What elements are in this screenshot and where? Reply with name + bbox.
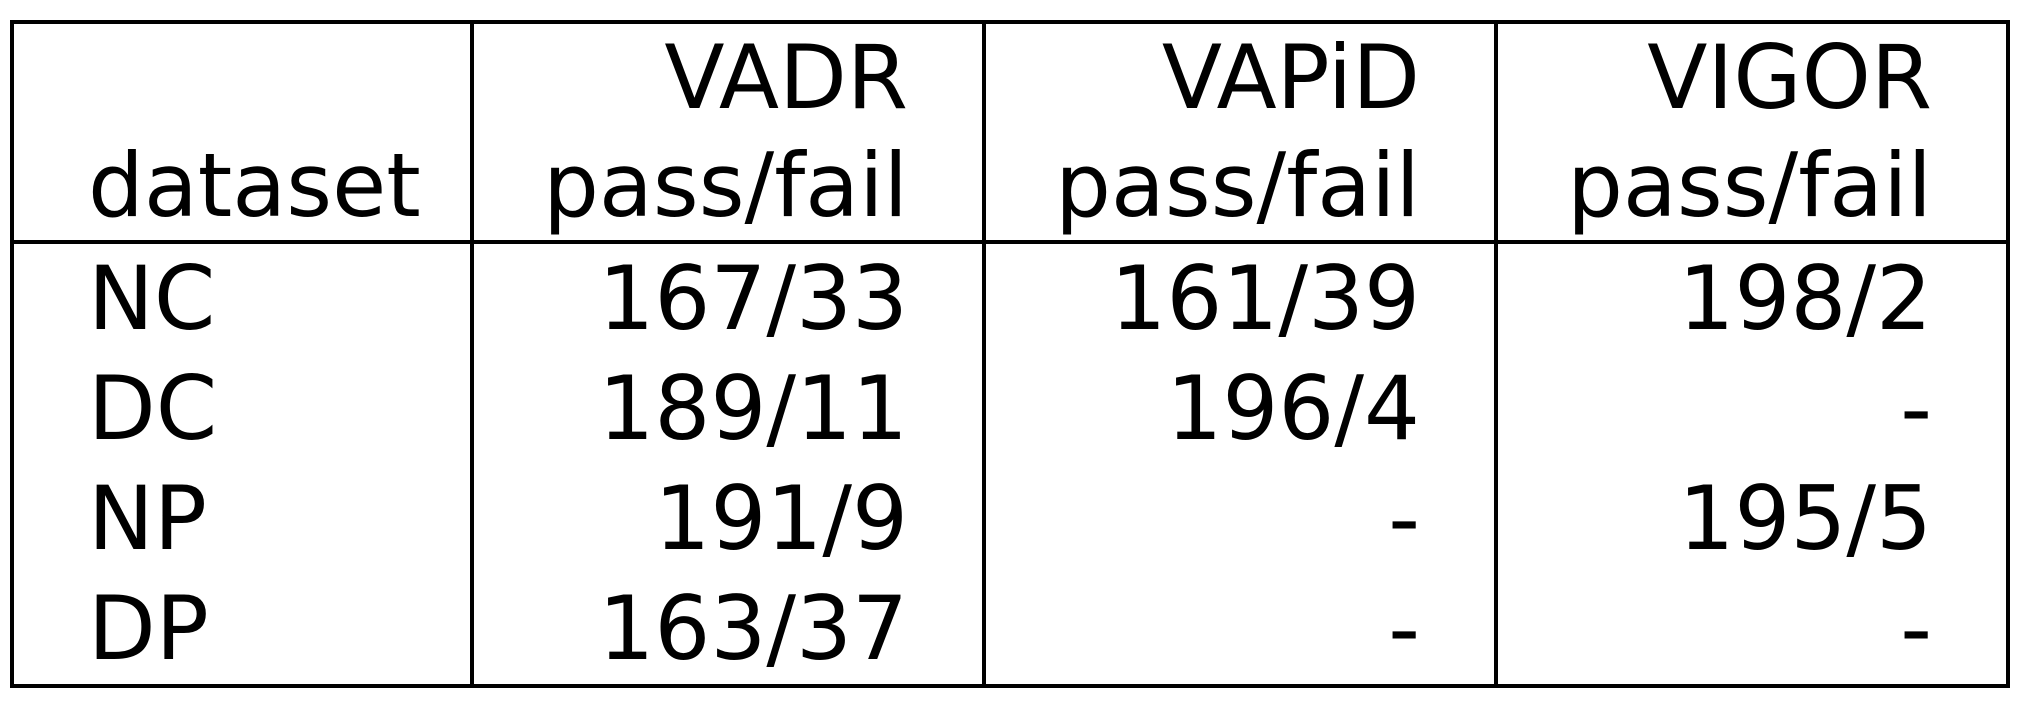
table-row: NC 167/33 161/39 198/2 bbox=[12, 242, 2008, 355]
header-metric-vadr: pass/fail bbox=[470, 132, 984, 244]
header-tool-vadr: VADR bbox=[470, 22, 984, 132]
cell-vapid: 161/39 bbox=[982, 242, 1496, 355]
cell-vapid: - bbox=[982, 463, 1496, 574]
table-row: DP 163/37 - - bbox=[12, 573, 2008, 686]
cell-vapid: 196/4 bbox=[982, 354, 1496, 464]
header-empty-cell bbox=[12, 22, 472, 132]
cell-dataset: NC bbox=[88, 247, 216, 350]
cell-dataset: DP bbox=[88, 576, 209, 680]
header-row-metric: dataset pass/fail pass/fail pass/fail bbox=[12, 132, 2008, 244]
cell-vadr: 167/33 bbox=[470, 242, 984, 355]
cell-vadr: 191/9 bbox=[470, 463, 984, 574]
header-metric-vapid: pass/fail bbox=[982, 132, 1496, 244]
cell-vigor: 195/5 bbox=[1494, 463, 2008, 574]
header-row-tools: VADR VAPiD VIGOR bbox=[12, 22, 2008, 132]
cell-vigor: - bbox=[1494, 573, 2008, 686]
cell-dataset: NP bbox=[88, 466, 207, 570]
header-tool-vapid: VAPiD bbox=[982, 22, 1496, 132]
table-header: VADR VAPiD VIGOR dataset pass/fail pass/… bbox=[12, 22, 2008, 244]
cell-vigor: - bbox=[1494, 354, 2008, 464]
table-body: NC 167/33 161/39 198/2 DC 189/11 196/4 -… bbox=[12, 242, 2008, 686]
header-metric-vigor: pass/fail bbox=[1494, 132, 2008, 244]
cell-vadr: 189/11 bbox=[470, 354, 984, 464]
table-row: DC 189/11 196/4 - bbox=[12, 354, 2008, 464]
table-row: NP 191/9 - 195/5 bbox=[12, 463, 2008, 574]
cell-dataset: DC bbox=[88, 357, 218, 460]
cell-vapid: - bbox=[982, 573, 1496, 686]
cell-vigor: 198/2 bbox=[1494, 242, 2008, 355]
cell-vadr: 163/37 bbox=[470, 573, 984, 686]
results-table: VADR VAPiD VIGOR dataset pass/fail pass/… bbox=[10, 20, 2010, 688]
header-tool-vigor: VIGOR bbox=[1494, 22, 2008, 132]
header-dataset: dataset bbox=[12, 132, 472, 244]
